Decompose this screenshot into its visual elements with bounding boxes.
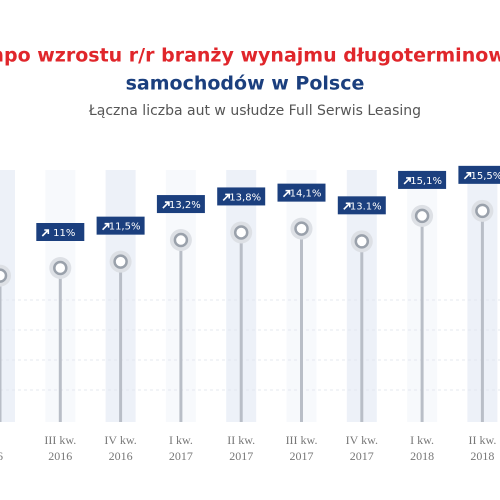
chart-title: mpo wzrostu r/r branży wynajmu długoterm…	[0, 45, 500, 67]
arrow-icon	[282, 189, 291, 198]
label-box	[36, 223, 85, 241]
value-label: 11,5%	[109, 222, 141, 233]
label-box	[156, 195, 205, 214]
label-box	[96, 216, 145, 235]
x-tick-year: 2017	[290, 449, 314, 463]
label-box	[277, 183, 326, 202]
value-label: 13,8%	[229, 192, 261, 203]
value-label: 13,2%	[169, 200, 201, 211]
label-box	[458, 165, 500, 184]
x-tick-label: II kw.	[227, 433, 255, 447]
chart-subtitle: Łączna liczba aut w usłudze Full Serwis …	[88, 103, 421, 119]
band	[0, 170, 15, 422]
x-tick-label: I kw.	[410, 433, 434, 447]
dot	[354, 234, 370, 249]
label-box	[398, 170, 447, 189]
arrow-icon	[222, 193, 230, 202]
dot	[294, 221, 309, 236]
arrow-icon	[162, 201, 170, 209]
arrow-icon	[463, 172, 472, 180]
dot	[414, 208, 430, 224]
dot	[233, 225, 249, 240]
x-tick-year: 2017	[229, 449, 253, 463]
x-tick-year: 2018	[410, 449, 434, 463]
x-tick-label: IV kw.	[346, 433, 378, 447]
arrow-icon	[343, 202, 351, 210]
dot	[173, 232, 189, 248]
x-tick-label: III kw.	[44, 433, 76, 447]
value-label: 15,1%	[410, 176, 442, 187]
chart-title-line: samochodów w Polsce	[126, 73, 365, 95]
x-tick-year: 2016	[48, 449, 72, 463]
arrow-icon	[403, 177, 411, 185]
dot	[53, 260, 68, 276]
arrow-icon	[102, 222, 110, 231]
x-tick-year: 2018	[470, 449, 494, 463]
value-label: 13.1%	[350, 201, 382, 212]
x-tick-year: 2017	[169, 449, 193, 463]
value-label: 14,1%	[290, 189, 322, 200]
x-tick-year: 6	[0, 449, 3, 463]
x-tick-year: 2017	[350, 449, 374, 463]
value-label: 15,5%	[471, 171, 500, 182]
arrow-icon	[41, 229, 50, 237]
label-box	[217, 187, 266, 206]
dot	[0, 268, 8, 283]
label-box	[337, 196, 386, 215]
dot	[475, 203, 490, 219]
dot	[113, 254, 128, 269]
x-tick-year: 2016	[109, 449, 133, 463]
x-tick-label: II kw.	[468, 433, 496, 447]
x-tick-label: III kw.	[286, 433, 318, 447]
value-label: 11%	[53, 228, 75, 239]
x-tick-label: I kw.	[169, 433, 193, 447]
x-tick-label: IV kw.	[104, 433, 136, 447]
